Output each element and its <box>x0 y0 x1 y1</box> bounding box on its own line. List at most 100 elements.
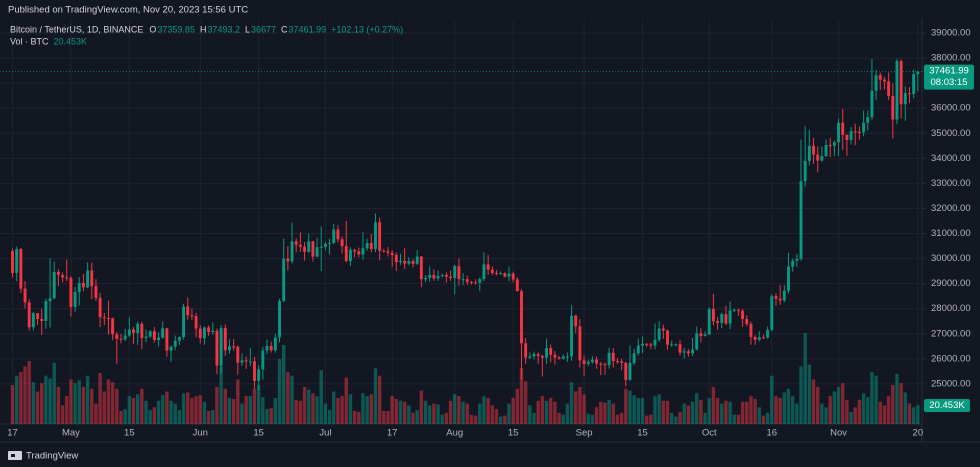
candles <box>11 58 920 390</box>
candle-body <box>323 243 327 247</box>
candle-body <box>190 315 194 317</box>
volume-legend-value: 20.453K <box>54 36 88 46</box>
candle-body <box>315 247 319 257</box>
y-tick-label: 38000.00 <box>931 53 971 64</box>
volume-bar <box>765 412 770 424</box>
volume-bar <box>753 398 757 424</box>
volume-bar <box>386 411 390 424</box>
volume-bar <box>540 396 545 424</box>
volume-bar <box>273 398 278 424</box>
volume-bar <box>824 407 828 424</box>
candle-body <box>278 300 281 338</box>
candle-body <box>695 333 699 350</box>
volume-bar <box>344 377 348 424</box>
volume-bar <box>27 360 31 424</box>
candle-body <box>716 321 720 323</box>
volume-bar <box>536 400 540 424</box>
volume-bar <box>549 398 553 424</box>
candle-body <box>390 252 394 256</box>
candle-body <box>632 353 636 363</box>
volume-bar <box>619 412 624 424</box>
x-tick-label: Aug <box>446 428 463 439</box>
volume-bar <box>811 379 816 424</box>
volume-bar <box>85 375 90 424</box>
candle-body <box>678 344 682 353</box>
candle-body <box>182 306 186 338</box>
volume-bar <box>165 391 169 424</box>
volume-bar <box>423 400 428 424</box>
volume-bar <box>607 399 611 424</box>
volume-bar <box>911 407 916 424</box>
candle-body <box>841 122 845 135</box>
candle-body <box>837 122 841 143</box>
candle-body <box>290 241 294 262</box>
volume-bar <box>523 381 528 424</box>
volume-bar <box>131 398 136 424</box>
volume-bar <box>478 403 482 424</box>
volume-bar <box>657 394 661 424</box>
volume-bar <box>836 386 841 424</box>
candle-body <box>824 145 828 157</box>
candle-body <box>549 348 553 355</box>
volume-bar <box>853 407 857 424</box>
y-tick-label: 31000.00 <box>931 228 971 239</box>
candle-body <box>753 337 757 340</box>
candle-body <box>895 61 899 120</box>
volume-bar <box>390 396 394 424</box>
volume-bar <box>628 390 632 424</box>
volume-bar <box>686 405 691 424</box>
volume-bar <box>428 405 432 424</box>
candle-body <box>749 324 753 338</box>
y-tick-label: 32000.00 <box>931 203 971 214</box>
volume-bar <box>711 386 716 424</box>
candle-body <box>711 308 715 322</box>
volume-bar <box>736 414 741 424</box>
ohlc-label: L <box>245 24 250 34</box>
volume-bar <box>123 409 127 424</box>
candle-body <box>582 360 586 364</box>
x-tick-label: Sep <box>576 428 593 439</box>
volume-bar <box>19 372 23 424</box>
ohlc-label: O <box>149 24 156 34</box>
grid <box>0 20 922 424</box>
volume-bar <box>298 400 303 424</box>
candle-body <box>244 360 248 362</box>
volume-bar <box>357 411 361 424</box>
volume-bar <box>699 399 703 424</box>
volume-bar <box>398 400 403 424</box>
candle-body <box>607 352 611 366</box>
y-tick-label: 30000.00 <box>931 253 971 264</box>
candle-body <box>269 346 273 351</box>
volume-bar <box>119 411 123 424</box>
candle-body <box>219 328 223 366</box>
candle-body <box>916 71 920 75</box>
volume-bar <box>215 386 219 424</box>
candle-body <box>157 337 160 341</box>
volume-bar <box>832 391 837 424</box>
candle-body <box>507 273 511 277</box>
candle-body <box>703 334 707 337</box>
volume-bar <box>899 383 903 424</box>
volume-bar <box>895 373 899 424</box>
volume-last-label: 20.453K <box>929 400 965 411</box>
volume-bar <box>770 375 774 424</box>
volume-bar <box>115 388 119 424</box>
volume-bar <box>211 410 215 424</box>
candle-body <box>674 344 678 346</box>
volume-bar <box>190 398 194 424</box>
volume-bar <box>311 393 315 424</box>
volume-bar <box>340 396 344 424</box>
candle-body <box>524 343 528 358</box>
volume-bar <box>807 364 812 424</box>
candle-body <box>845 134 849 141</box>
y-tick-label: 29000.00 <box>931 278 971 289</box>
volume-bar <box>382 411 386 424</box>
candle-body <box>186 306 190 316</box>
volume-bar <box>795 403 799 424</box>
candle-body <box>52 271 56 299</box>
candle-body <box>561 356 565 359</box>
volume-bar <box>665 400 670 424</box>
candle-body <box>557 357 561 359</box>
x-tick-label: Jul <box>319 428 331 439</box>
candle-body <box>511 273 515 280</box>
